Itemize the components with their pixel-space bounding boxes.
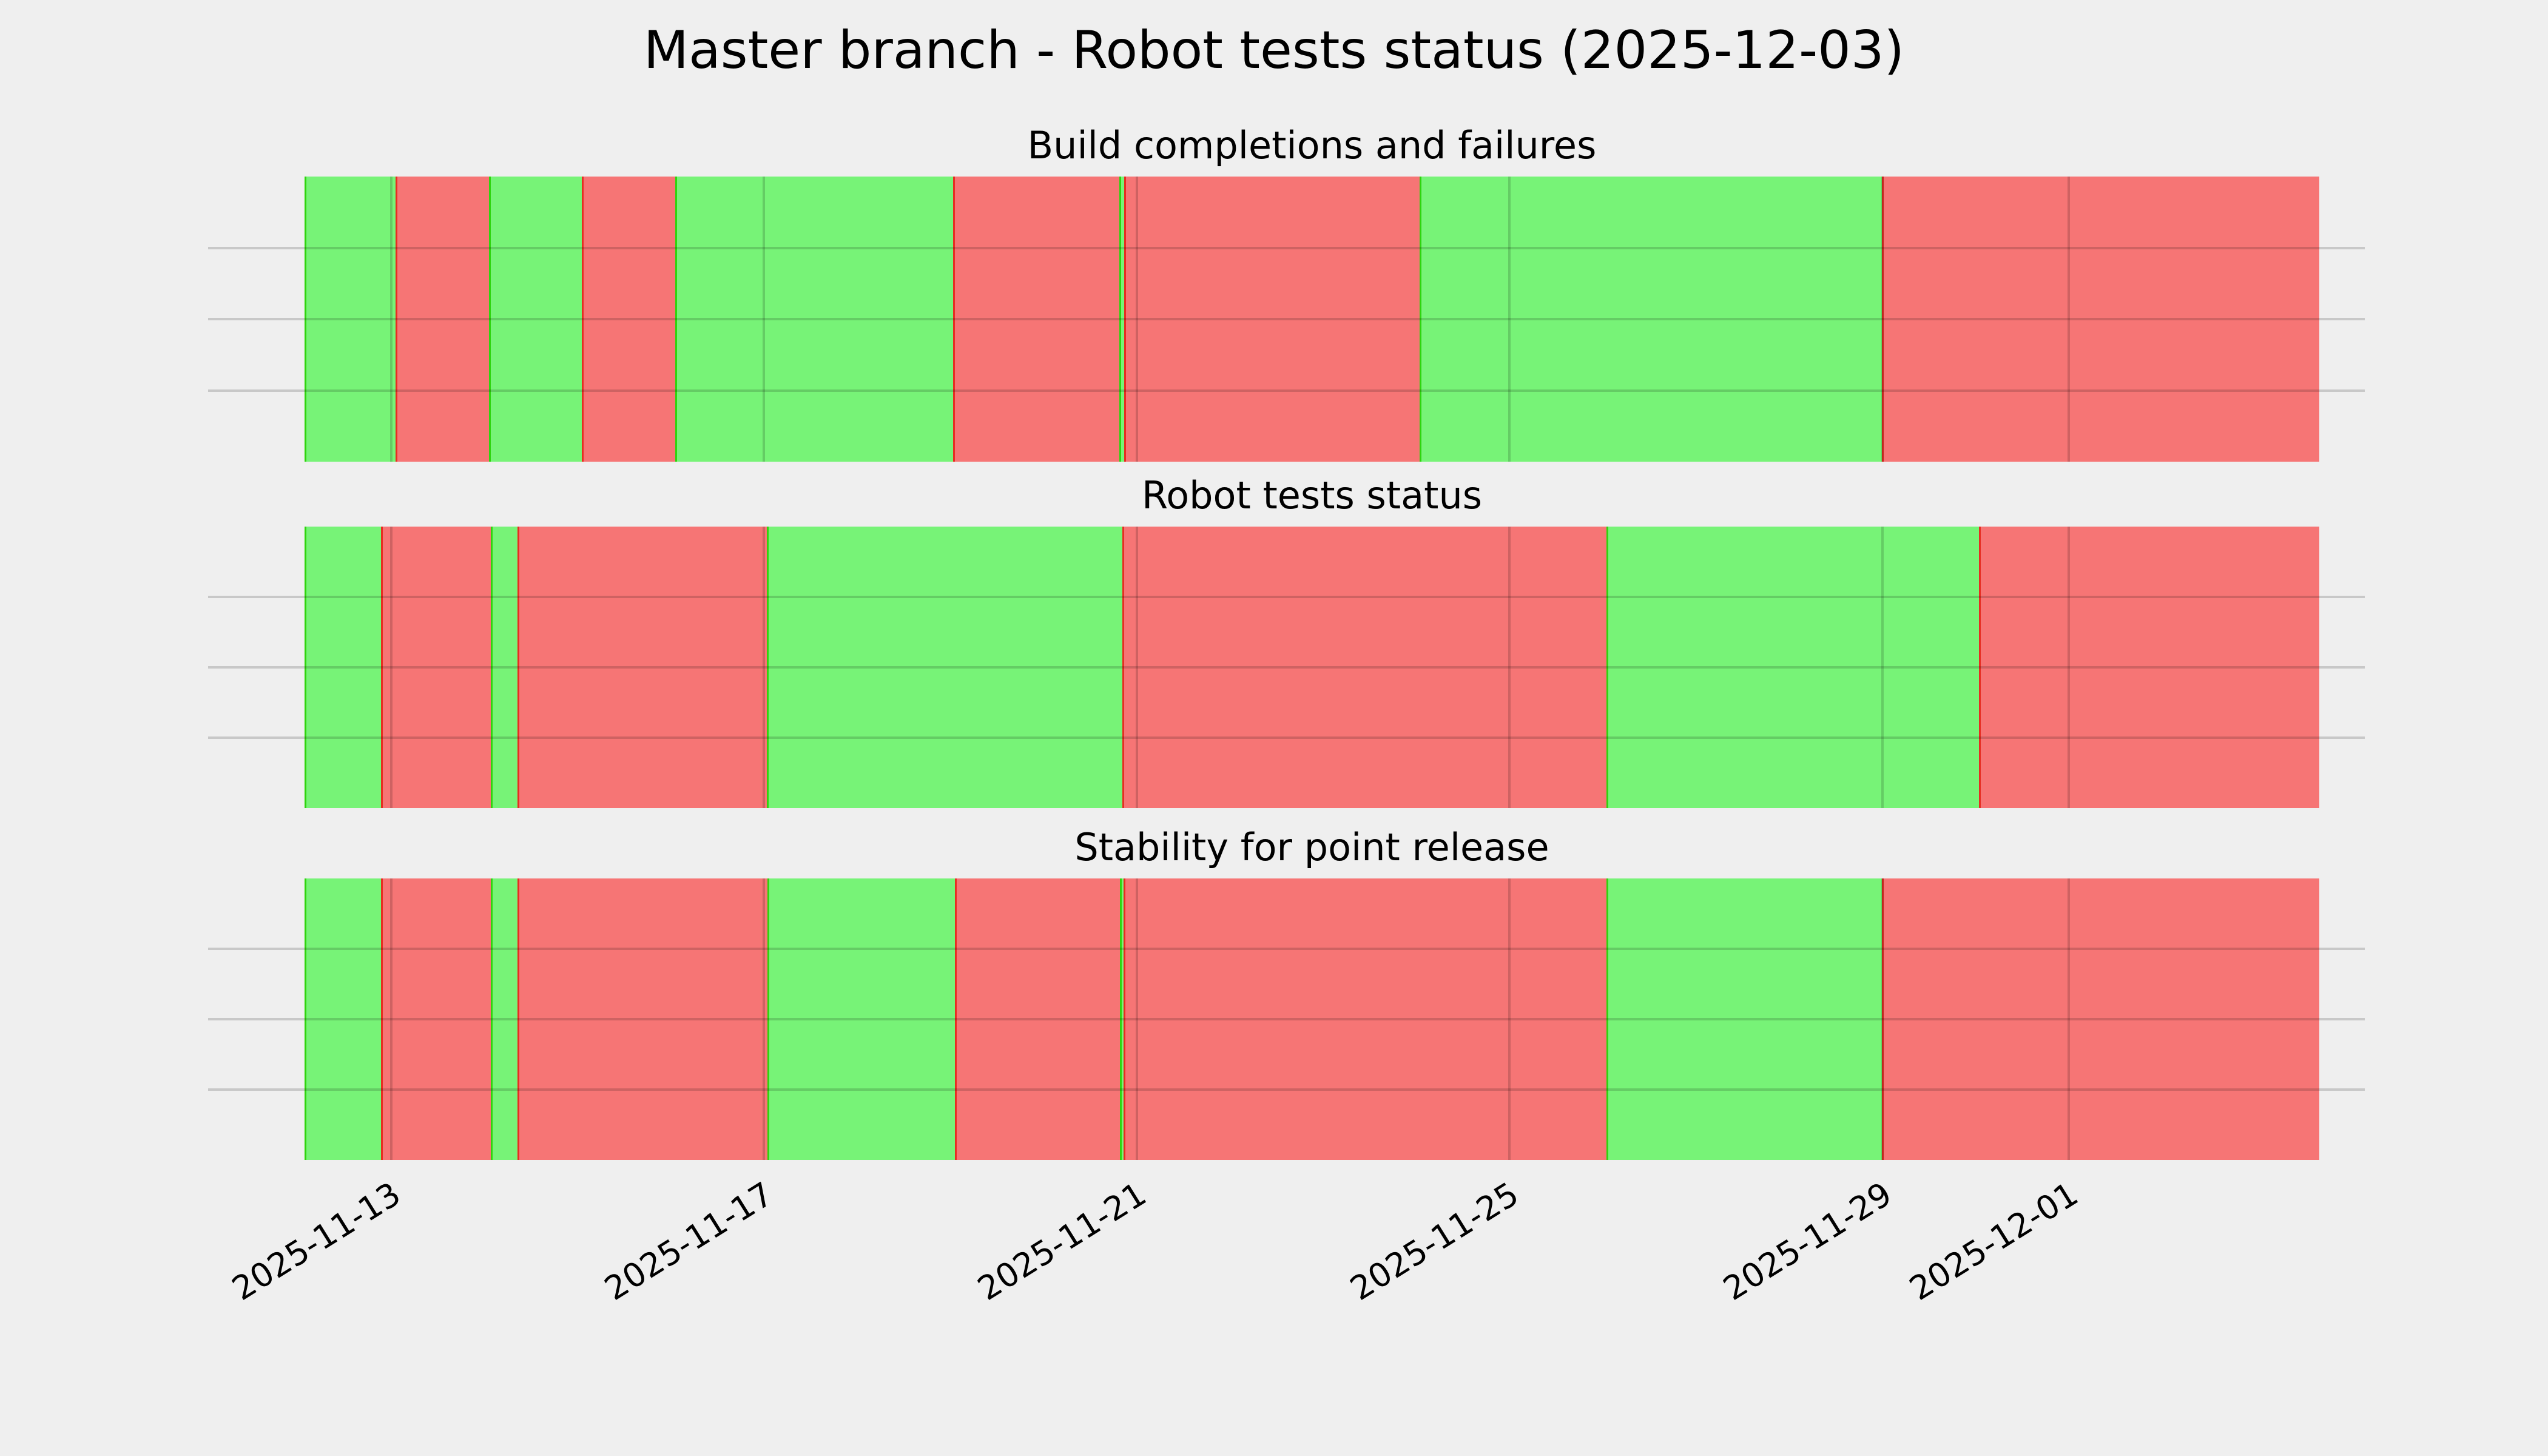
gridline-horizontal <box>208 1018 2365 1020</box>
subplot-title-build-completions: Build completions and failures <box>1027 123 1597 167</box>
gridline-vertical <box>762 527 765 808</box>
subplot-title-robot-tests: Robot tests status <box>1141 473 1483 517</box>
figure-title: Master branch - Robot tests status (2025… <box>643 20 1905 81</box>
gridline-vertical <box>1135 527 1138 808</box>
x-tick-label: 2025-11-13 <box>225 1175 408 1309</box>
gridline-vertical <box>1508 177 1511 462</box>
x-tick-label: 2025-11-21 <box>971 1175 1153 1309</box>
subplot-title-stability: Stability for point release <box>1074 825 1549 869</box>
gridline-vertical <box>390 527 393 808</box>
gridline-horizontal <box>208 666 2365 669</box>
gridline-vertical <box>1881 177 1884 462</box>
gridline-vertical <box>1508 878 1511 1160</box>
gridline-horizontal <box>208 318 2365 320</box>
gridline-horizontal <box>208 389 2365 392</box>
axes-robot-tests <box>208 527 2365 808</box>
gridline-horizontal <box>208 736 2365 739</box>
x-tick-label: 2025-12-01 <box>1903 1175 2085 1309</box>
gridline-horizontal <box>208 1088 2365 1091</box>
x-tick-label: 2025-11-17 <box>598 1175 780 1309</box>
x-tick-label: 2025-11-29 <box>1716 1175 1899 1309</box>
gridline-vertical <box>1508 527 1511 808</box>
gridline-vertical <box>1881 527 1884 808</box>
gridline-vertical <box>762 177 765 462</box>
gridline-vertical <box>390 878 393 1160</box>
gridline-vertical <box>2067 527 2070 808</box>
gridline-horizontal <box>208 948 2365 950</box>
gridline-vertical <box>1881 878 1884 1160</box>
gridline-vertical <box>2067 177 2070 462</box>
gridline-vertical <box>390 177 393 462</box>
gridline-vertical <box>762 878 765 1160</box>
gridline-horizontal <box>208 596 2365 598</box>
gridline-vertical <box>1135 177 1138 462</box>
gridline-vertical <box>1135 878 1138 1160</box>
gridline-vertical <box>2067 878 2070 1160</box>
gridline-horizontal <box>208 246 2365 249</box>
axes-build-completions <box>208 177 2365 462</box>
x-tick-label: 2025-11-25 <box>1343 1175 1526 1309</box>
axes-stability <box>208 878 2365 1160</box>
